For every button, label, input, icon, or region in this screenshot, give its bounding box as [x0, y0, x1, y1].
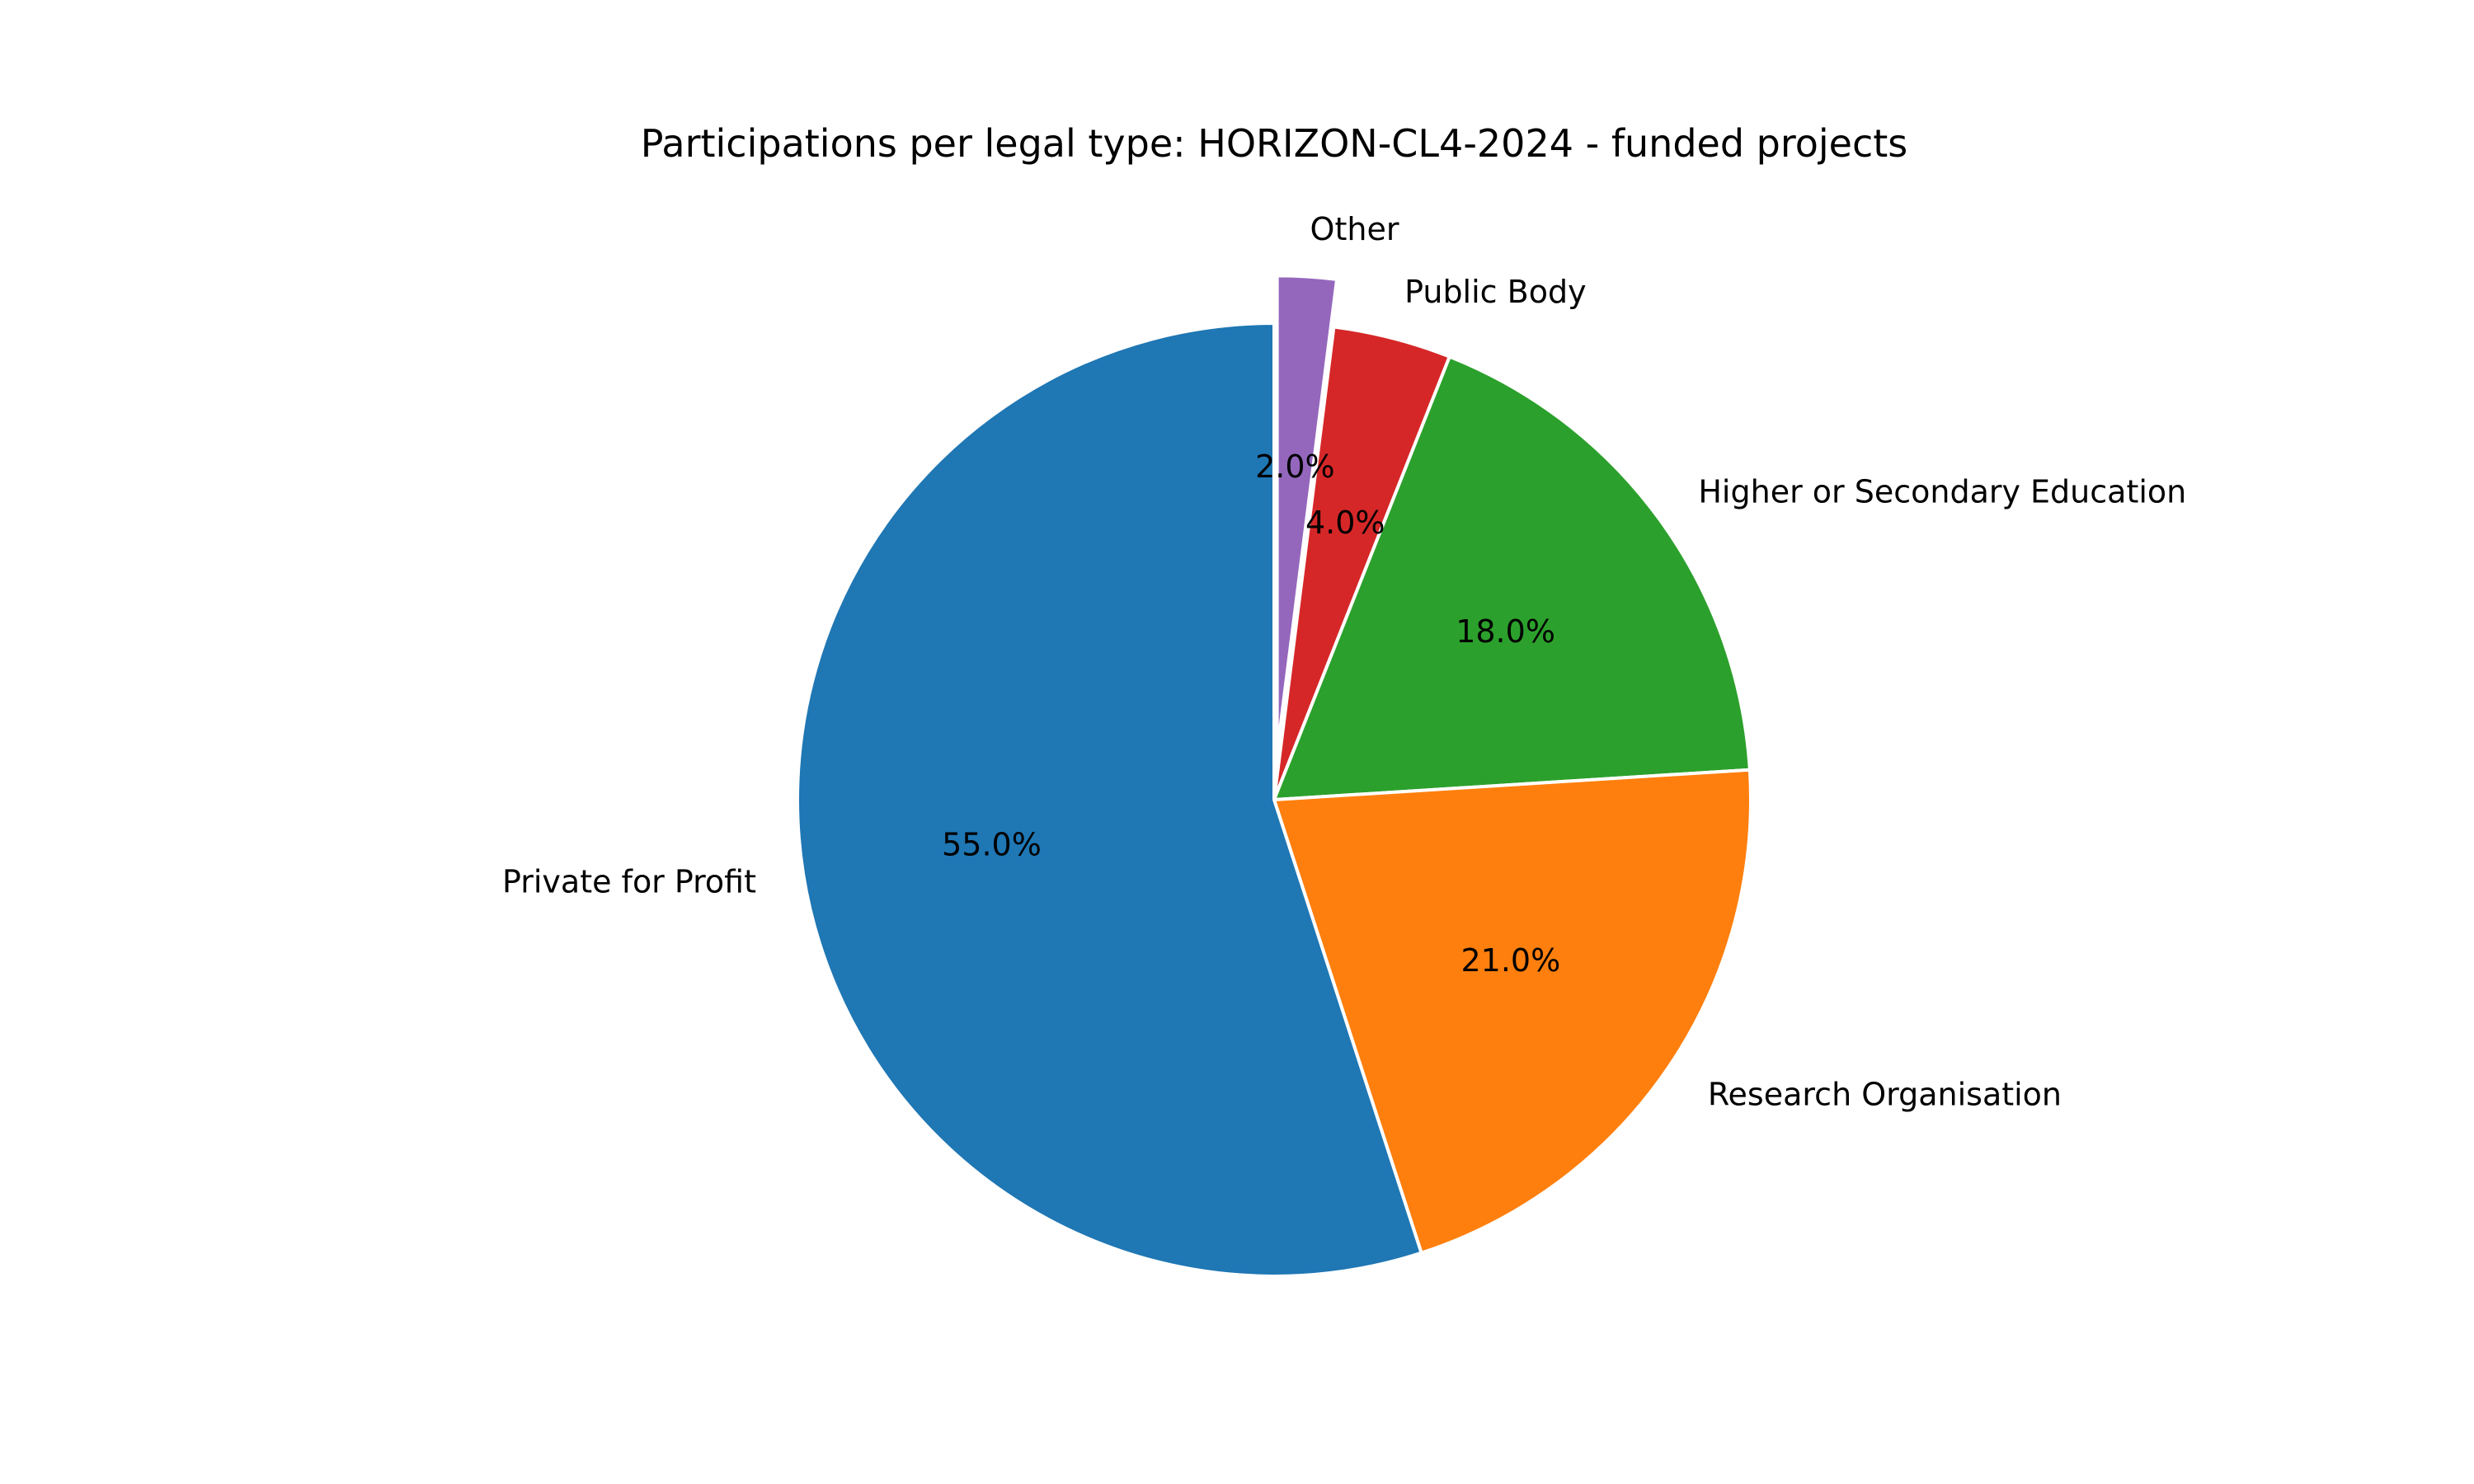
slice-label-research-organisation: Research Organisation: [1708, 1076, 2062, 1112]
pie-slice-other: [1275, 274, 1339, 754]
pie-slice-higher-or-secondary-education: [1272, 355, 1752, 801]
pct-label-public-body: 4.0%: [1305, 505, 1385, 541]
slice-label-private-for-profit: Private for Profit: [502, 863, 756, 899]
pie-slice-research-organisation: [1272, 768, 1752, 1255]
percentage-labels: 2.0% 4.0% 18.0% 21.0% 55.0%: [942, 448, 1560, 979]
slice-label-public-body: Public Body: [1404, 274, 1586, 310]
pct-label-other: 2.0%: [1255, 448, 1335, 485]
slice-label-higher-or-secondary-education: Higher or Secondary Education: [1698, 473, 2186, 510]
slice-label-other: Other: [1310, 211, 1399, 247]
pct-label-higher-or-secondary-education: 18.0%: [1456, 613, 1555, 650]
pie-slices: [796, 274, 1752, 1278]
pct-label-research-organisation: 21.0%: [1460, 942, 1560, 979]
chart-title: Participations per legal type: HORIZON-C…: [641, 121, 1908, 166]
pie-slice-private-for-profit: [796, 322, 1423, 1278]
pct-label-private-for-profit: 55.0%: [942, 826, 1042, 862]
